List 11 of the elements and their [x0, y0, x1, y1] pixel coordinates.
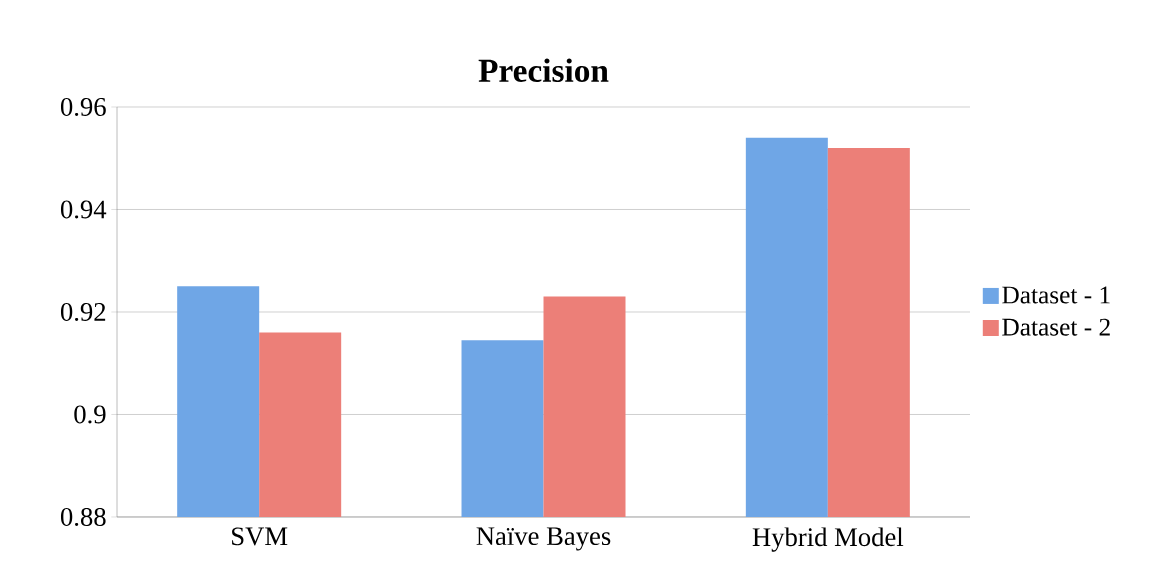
- y-tick-label: 0.96: [60, 97, 106, 117]
- y-tick-label: 0.92: [60, 302, 106, 322]
- legend-label: Dataset - 2: [1002, 318, 1110, 336]
- y-tick-label: 0.94: [60, 200, 107, 219]
- x-tick-label: SVM: [232, 527, 288, 546]
- x-tick-label: Naïve Bayes: [476, 527, 611, 551]
- x-tick-label: Hybrid Model: [752, 527, 904, 552]
- chart-title: Precision: [478, 58, 609, 82]
- y-tick-label: 0.88: [60, 507, 106, 527]
- legend-label: Dataset - 1: [1002, 286, 1110, 304]
- y-tick-label: 0.9: [74, 405, 106, 424]
